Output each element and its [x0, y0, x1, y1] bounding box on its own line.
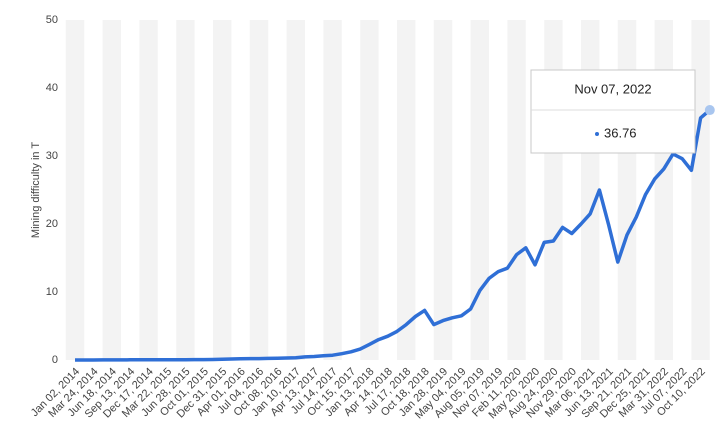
y-tick-label: 40	[46, 82, 58, 94]
stripe	[433, 20, 453, 360]
tooltip: Nov 07, 2022 36.76	[530, 69, 696, 154]
y-tick-label: 30	[46, 150, 58, 162]
stripe	[139, 20, 158, 360]
stripe	[102, 20, 121, 360]
stripe	[65, 20, 85, 360]
tooltip-bullet	[595, 132, 599, 136]
stripe	[249, 20, 269, 360]
stripe	[507, 20, 526, 360]
y-tick-label: 10	[46, 286, 58, 298]
stripe	[323, 20, 342, 360]
line	[75, 108, 711, 362]
background	[65, 20, 710, 360]
stripe	[176, 20, 195, 360]
tooltip-title: Nov 07, 2022	[574, 81, 651, 96]
stripe	[360, 20, 379, 360]
y-tick-label: 0	[52, 354, 58, 366]
hover-point	[704, 105, 715, 116]
y-tick-label: 20	[46, 218, 58, 230]
y-tick-label: 50	[46, 14, 58, 26]
stripe	[470, 20, 489, 360]
stripe	[397, 20, 416, 360]
stripe	[286, 20, 305, 360]
tooltip-value: 36.76	[604, 125, 637, 140]
tooltip-box	[530, 69, 696, 154]
stripe	[213, 20, 232, 360]
stripe	[691, 20, 710, 360]
y-axis-label: Mining difficulty in T	[30, 142, 42, 238]
